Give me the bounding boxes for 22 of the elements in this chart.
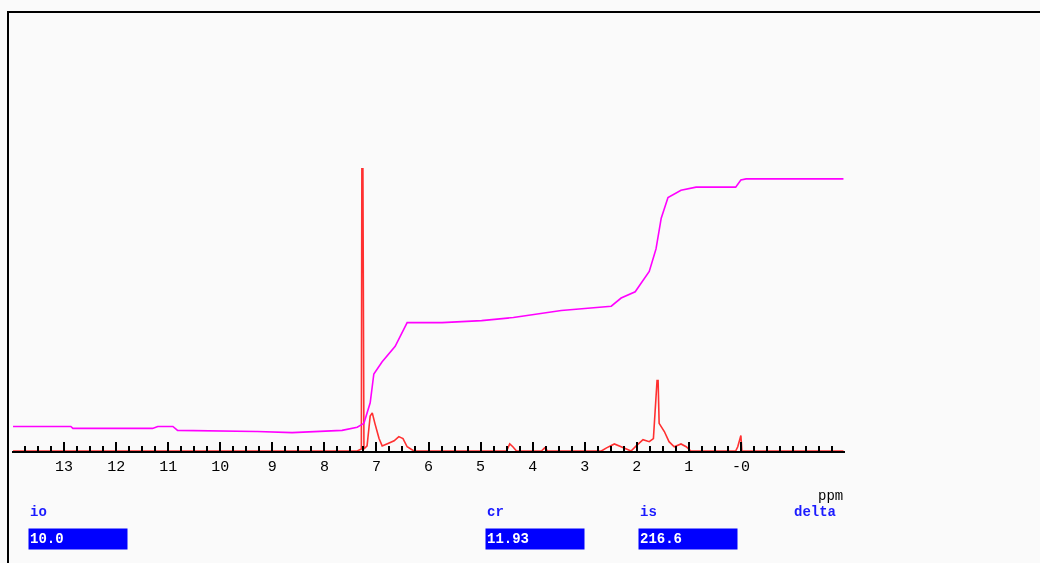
x-tick-label: 11 bbox=[159, 459, 178, 476]
text: cr bbox=[487, 504, 504, 520]
x-tick-label: 2 bbox=[632, 459, 642, 476]
x-tick-label: 6 bbox=[423, 459, 434, 476]
text: delta bbox=[794, 504, 837, 520]
x-tick-label: 12 bbox=[107, 459, 126, 476]
x-tick-label: -0 bbox=[731, 459, 750, 476]
x-tick-label: 1 bbox=[684, 459, 694, 476]
text: 216.6 bbox=[640, 531, 683, 547]
text: 11.93 bbox=[487, 531, 530, 547]
x-tick-label: 10 bbox=[211, 459, 230, 476]
x-tick-label: 9 bbox=[267, 459, 277, 476]
x-tick-label: 3 bbox=[580, 459, 590, 476]
x-tick-label: 8 bbox=[319, 459, 329, 476]
x-tick-label: 4 bbox=[528, 459, 538, 476]
x-axis-title: ppm bbox=[818, 488, 844, 504]
x-tick-label: 13 bbox=[55, 459, 74, 476]
x-tick-label: 5 bbox=[476, 459, 486, 476]
text: is bbox=[640, 504, 657, 520]
text: 10.0 bbox=[30, 531, 64, 547]
text: io bbox=[30, 504, 47, 520]
x-tick-label: 7 bbox=[371, 459, 381, 476]
